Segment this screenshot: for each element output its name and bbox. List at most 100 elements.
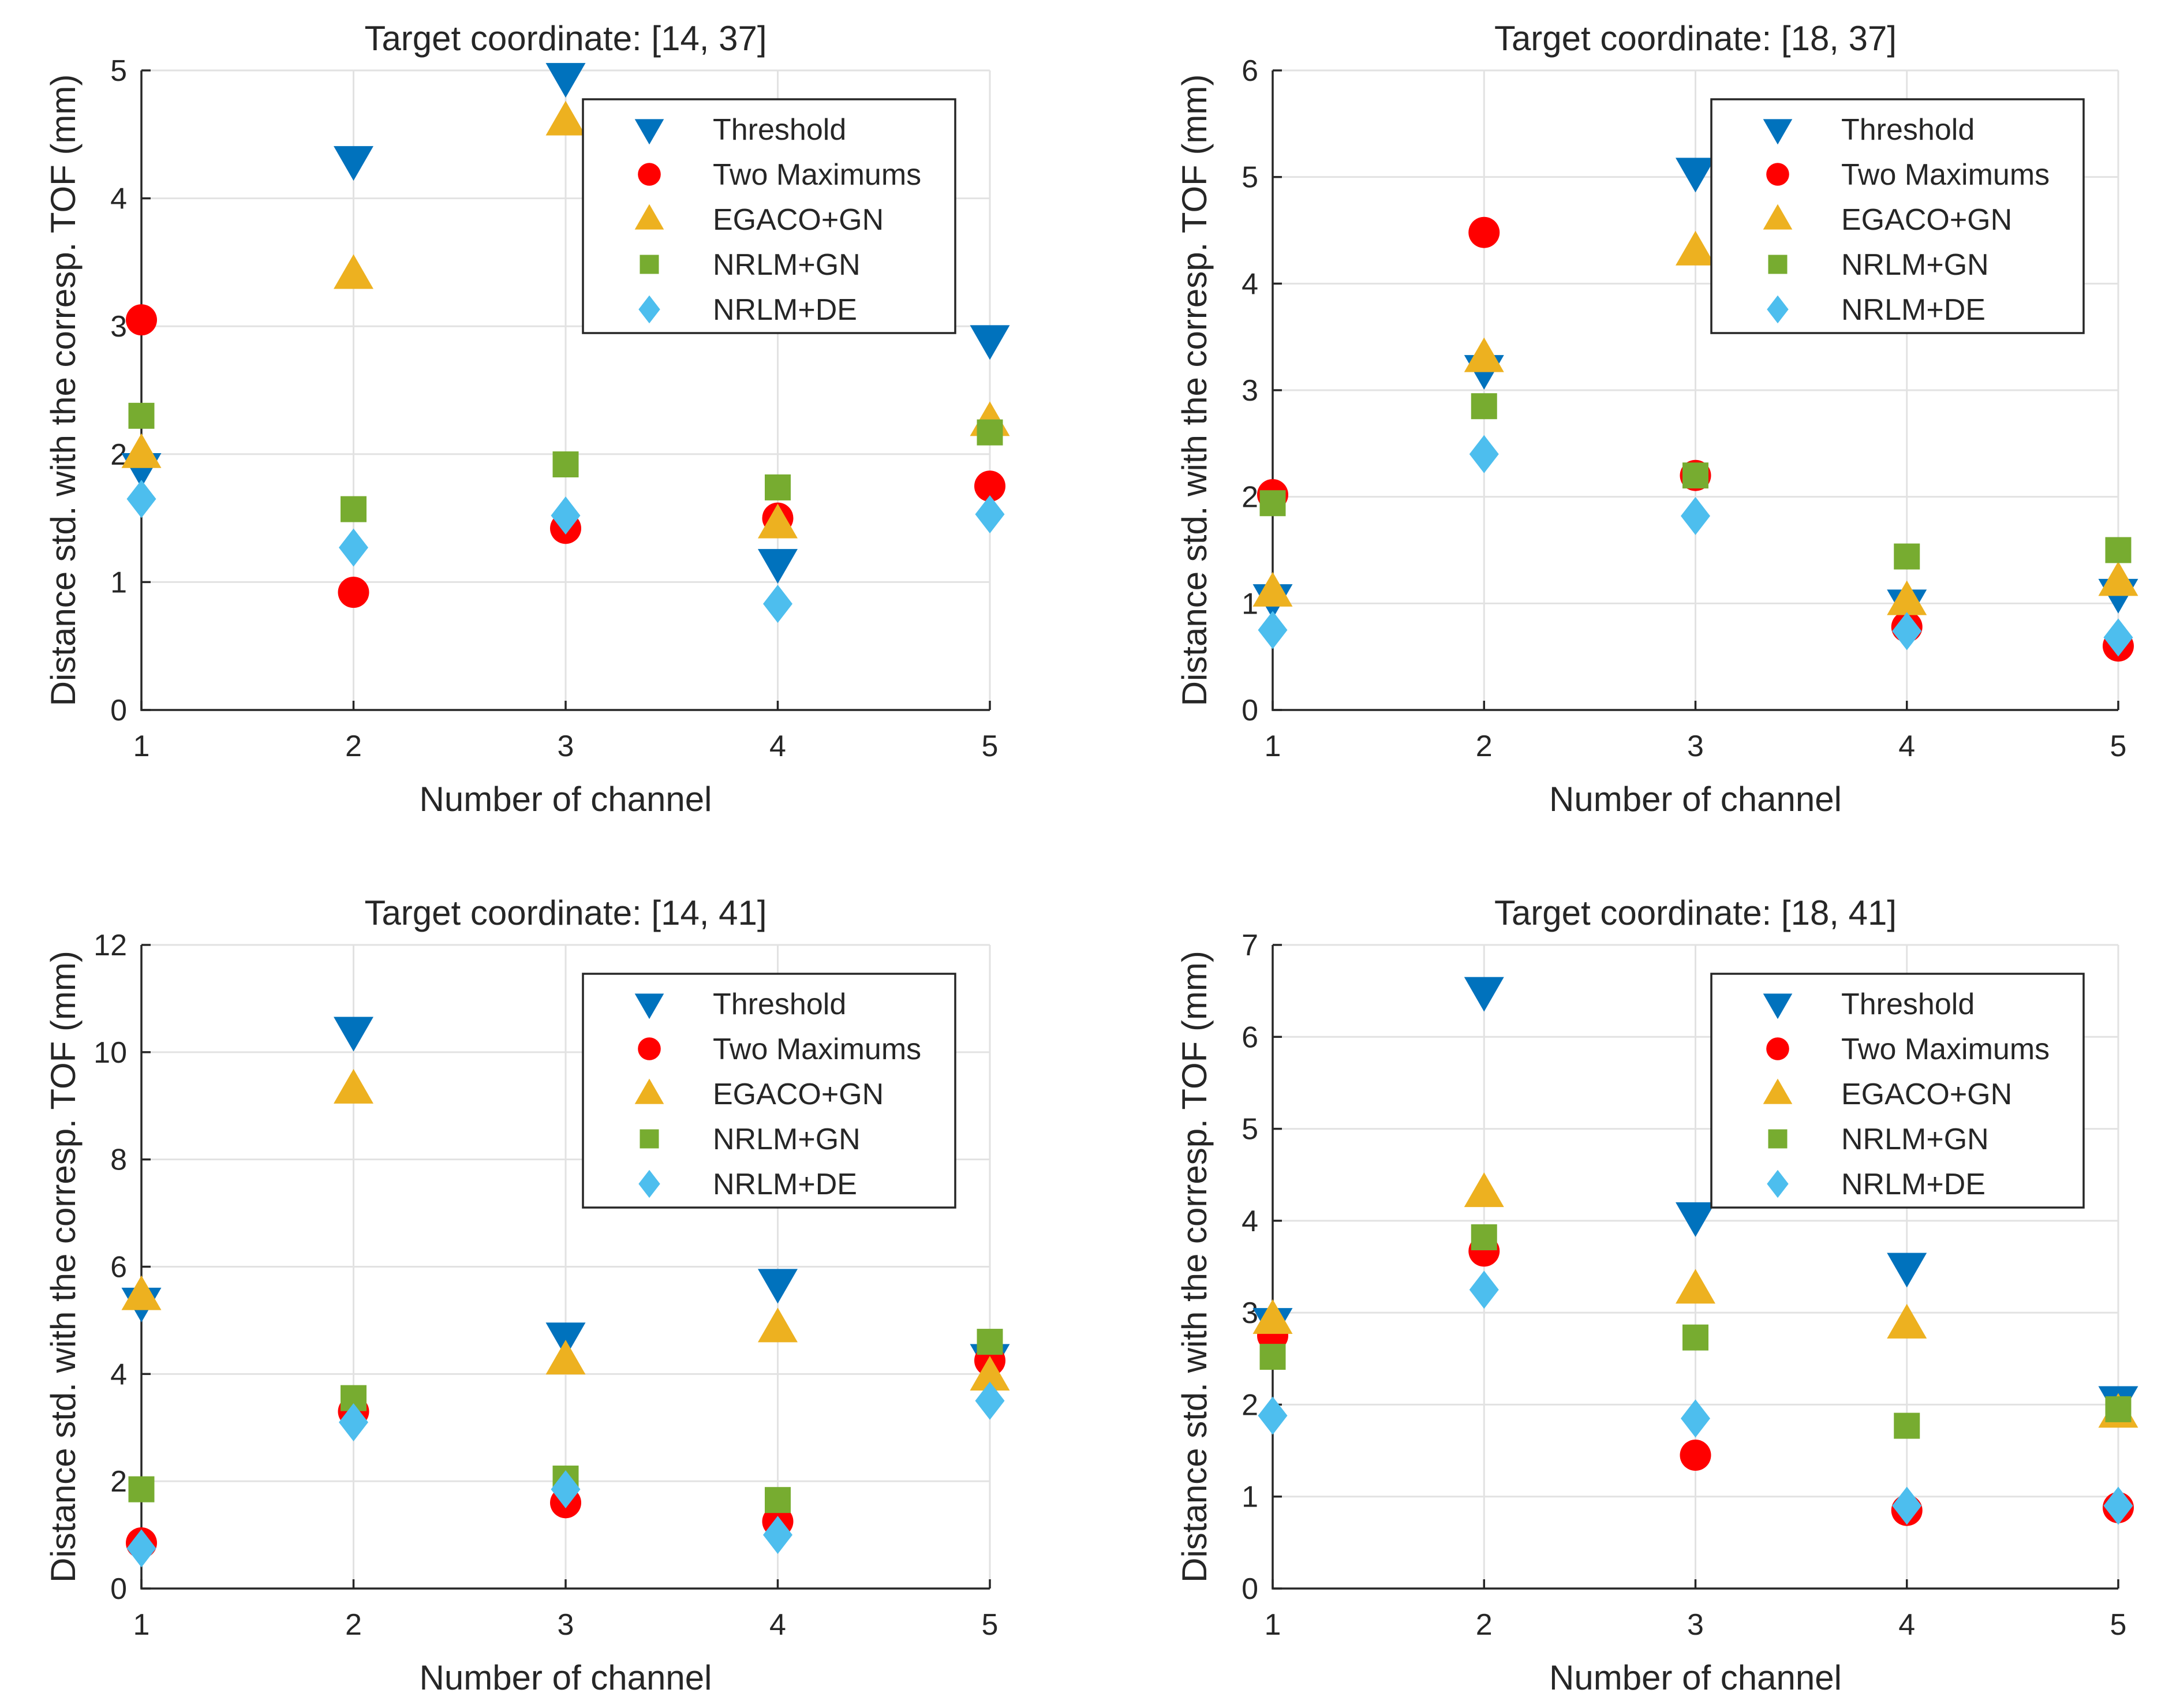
- x-tick-label: 4: [769, 730, 786, 763]
- legend-marker-nrlm-gn: [1768, 1129, 1788, 1149]
- data-point-egaco-gn: [2098, 561, 2138, 596]
- data-point-threshold: [334, 1016, 373, 1052]
- y-tick-label: 1: [1242, 1481, 1258, 1514]
- legend: Threshold Two Maximums EGACO+GN NRLM+GN NRLM…: [582, 98, 956, 334]
- y-tick-label: 4: [1242, 1205, 1258, 1238]
- legend-marker-egaco-gn: [634, 204, 664, 230]
- y-tick-label: 3: [1242, 374, 1258, 408]
- data-point-egaco-gn: [1464, 337, 1504, 372]
- data-point-egaco-gn: [970, 1355, 1010, 1391]
- legend-marker-nrlm-de: [638, 295, 660, 324]
- legend-label-nrlm-gn: NRLM+GN: [713, 248, 861, 282]
- y-tick-label: 6: [1242, 54, 1258, 88]
- data-point-egaco-gn: [121, 433, 162, 468]
- data-point-nrlm-gn: [1682, 1324, 1708, 1351]
- legend-marker-egaco-gn: [1763, 1078, 1793, 1104]
- data-point-threshold: [758, 1269, 798, 1304]
- data-point-nrlm-de: [763, 1516, 792, 1554]
- data-point-nrlm-de: [551, 496, 581, 535]
- legend-label-two-maximums: Two Maximums: [1841, 158, 2050, 192]
- data-point-nrlm-gn: [977, 419, 1003, 446]
- data-point-threshold: [334, 146, 373, 181]
- data-point-two-maximums: [338, 577, 369, 608]
- data-point-nrlm-de: [1681, 1399, 1710, 1438]
- legend-label-egaco-gn: EGACO+GN: [713, 1078, 884, 1111]
- x-tick-label: 3: [1687, 1608, 1704, 1642]
- legend-label-threshold: Threshold: [713, 113, 846, 147]
- legend-marker-threshold: [1763, 119, 1793, 145]
- series-nrlm-de: [126, 480, 1005, 623]
- series-nrlm-de: [1258, 435, 2133, 657]
- x-tick-label: 2: [1476, 1608, 1493, 1642]
- data-point-nrlm-gn: [1259, 490, 1286, 517]
- legend-label-nrlm-gn: NRLM+GN: [1841, 248, 1989, 282]
- data-point-nrlm-gn: [1894, 1412, 1920, 1439]
- data-point-nrlm-de: [1892, 612, 1922, 651]
- x-tick-label: 3: [1687, 730, 1704, 763]
- data-point-egaco-gn: [1676, 230, 1715, 266]
- legend-label-nrlm-de: NRLM+DE: [1841, 1168, 1985, 1201]
- legend-marker-nrlm-de: [1767, 1169, 1789, 1198]
- data-point-nrlm-de: [1469, 435, 1499, 473]
- data-point-nrlm-gn: [765, 474, 791, 500]
- y-tick-label: 5: [110, 54, 127, 88]
- data-point-nrlm-gn: [2105, 537, 2132, 563]
- legend: Threshold Two Maximums EGACO+GN NRLM+GN NRLM…: [1710, 98, 2085, 334]
- data-point-nrlm-de: [763, 585, 792, 623]
- legend-label-egaco-gn: EGACO+GN: [1841, 1078, 2012, 1111]
- data-point-egaco-gn: [1252, 1299, 1293, 1334]
- legend-label-egaco-gn: EGACO+GN: [1841, 203, 2012, 237]
- legend-marker-nrlm-de: [1767, 295, 1789, 324]
- x-tick-label: 4: [1898, 730, 1915, 763]
- data-point-threshold: [1676, 158, 1715, 193]
- x-tick-label: 1: [133, 1608, 150, 1642]
- data-point-nrlm-de: [2103, 1486, 2133, 1525]
- y-tick-label: 5: [1242, 1113, 1258, 1146]
- data-point-egaco-gn: [1252, 571, 1293, 607]
- data-point-egaco-gn: [545, 100, 586, 136]
- x-tick-label: 5: [982, 1608, 999, 1642]
- legend-marker-egaco-gn: [1763, 204, 1793, 230]
- data-point-nrlm-gn: [1894, 543, 1920, 570]
- data-point-nrlm-de: [2103, 618, 2133, 657]
- y-tick-label: 0: [110, 1572, 127, 1606]
- y-tick-label: 8: [110, 1143, 127, 1177]
- data-point-nrlm-de: [1892, 1486, 1922, 1525]
- x-tick-label: 5: [982, 730, 999, 763]
- legend-marker-egaco-gn: [634, 1078, 664, 1104]
- y-tick-label: 2: [1242, 1388, 1258, 1422]
- series-nrlm-de: [1258, 1270, 2133, 1525]
- data-point-nrlm-gn: [341, 496, 367, 522]
- legend-marker-two-maximums: [638, 163, 661, 186]
- data-point-nrlm-gn: [552, 451, 579, 478]
- y-axis-label: Distance std. with the corresp. TOF (mm): [1175, 74, 1214, 707]
- y-tick-label: 2: [110, 1465, 127, 1498]
- data-point-nrlm-gn: [765, 1487, 791, 1513]
- y-tick-label: 12: [94, 929, 127, 962]
- legend-label-two-maximums: Two Maximums: [713, 1033, 921, 1066]
- x-tick-label: 3: [558, 730, 574, 763]
- legend-label-nrlm-de: NRLM+DE: [713, 293, 857, 327]
- legend-label-two-maximums: Two Maximums: [713, 158, 921, 192]
- legend-label-nrlm-gn: NRLM+GN: [713, 1123, 861, 1156]
- data-point-nrlm-de: [1681, 496, 1710, 535]
- data-point-two-maximums: [1468, 216, 1500, 248]
- data-point-threshold: [758, 549, 798, 584]
- legend-label-nrlm-gn: NRLM+GN: [1841, 1123, 1989, 1156]
- data-point-nrlm-gn: [977, 1329, 1003, 1355]
- data-point-threshold: [1887, 1253, 1927, 1288]
- chart-title: Target coordinate: [14, 41]: [364, 894, 766, 932]
- x-tick-label: 1: [1265, 1608, 1281, 1642]
- data-point-nrlm-gn: [128, 402, 155, 429]
- data-point-nrlm-gn: [1471, 393, 1497, 420]
- legend-label-threshold: Threshold: [713, 988, 846, 1021]
- x-tick-label: 4: [769, 1608, 786, 1642]
- data-point-egaco-gn: [1887, 1303, 1927, 1339]
- series-egaco-gn: [121, 1068, 1010, 1391]
- data-point-nrlm-de: [126, 480, 156, 518]
- y-axis-label: Distance std. with the corresp. TOF (mm): [44, 74, 83, 707]
- data-point-nrlm-de: [1469, 1270, 1499, 1309]
- y-tick-label: 1: [110, 566, 127, 599]
- y-axis-label: Distance std. with the corresp. TOF (mm): [44, 951, 83, 1583]
